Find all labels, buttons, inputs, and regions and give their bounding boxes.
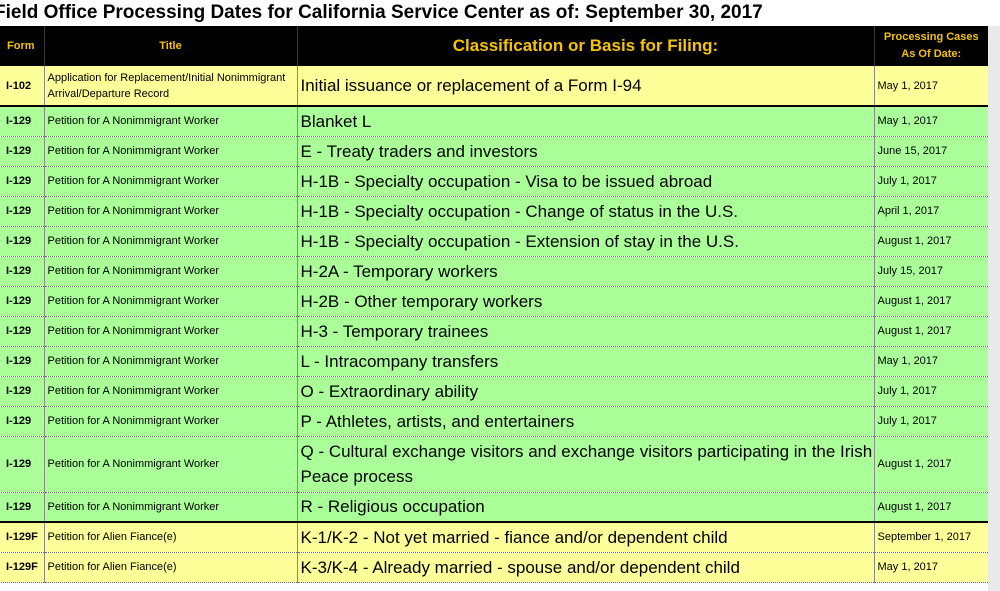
cell-date: August 1, 2017	[873, 492, 988, 523]
table-row: I-129 Petition for A Nonimmigrant Worker O…	[0, 376, 988, 407]
cell-classification: K-3/K-4 - Already married - spouse and/o…	[296, 552, 874, 583]
table-row: I-129 Petition for A Nonimmigrant Worker H…	[0, 226, 988, 257]
cell-date: July 1, 2017	[873, 376, 988, 407]
cell-date: July 15, 2017	[873, 256, 988, 287]
cell-title: Petition for A Nonimmigrant Worker	[43, 316, 297, 347]
cell-classification: E - Treaty traders and investors	[296, 136, 874, 167]
cell-classification: Blanket L	[296, 105, 874, 137]
table-row: I-129 Petition for A Nonimmigrant Worker P…	[0, 406, 988, 437]
table-row: I-129 Petition for A Nonimmigrant Worker H…	[0, 196, 988, 227]
header-form: Form	[0, 26, 44, 66]
header-classification: Classification or Basis for Filing:	[296, 26, 874, 66]
cell-date: May 1, 2017	[873, 105, 988, 137]
cell-form: I-129	[0, 286, 44, 317]
table-row: I-129 Petition for A Nonimmigrant Worker H…	[0, 256, 988, 287]
cell-classification: H-1B - Specialty occupation - Visa to be…	[296, 166, 874, 197]
table-row: I-129 Petition for A Nonimmigrant Worker H…	[0, 166, 988, 197]
cell-classification: Initial issuance or replacement of a For…	[296, 66, 874, 107]
cell-date: May 1, 2017	[873, 346, 988, 377]
cell-classification: K-1/K-2 - Not yet married - fiance and/o…	[296, 521, 874, 553]
cell-date: August 1, 2017	[873, 436, 988, 493]
cell-title: Petition for A Nonimmigrant Worker	[43, 436, 297, 493]
cell-form: I-129	[0, 226, 44, 257]
cell-form: I-129	[0, 166, 44, 197]
table-row: I-129 Petition for A Nonimmigrant Worker E…	[0, 136, 988, 167]
cell-date: May 1, 2017	[873, 66, 988, 107]
table-row: I-129 Petition for A Nonimmigrant Worker B…	[0, 105, 988, 137]
table-header-row: Form Title Classification or Basis for F…	[0, 26, 988, 66]
cell-classification: P - Athletes, artists, and entertainers	[296, 406, 874, 437]
cell-title: Petition for A Nonimmigrant Worker	[43, 196, 297, 227]
table-body: I-102 Application for Replacement/Initial…	[0, 66, 988, 583]
header-title: Title	[43, 26, 297, 66]
cell-form: I-129	[0, 105, 44, 137]
cell-date: May 1, 2017	[873, 552, 988, 583]
header-processing-date: Processing Cases As Of Date:	[873, 26, 988, 66]
cell-date: August 1, 2017	[873, 226, 988, 257]
cell-form: I-129	[0, 256, 44, 287]
cell-date: July 1, 2017	[873, 166, 988, 197]
cell-form: I-129	[0, 136, 44, 167]
cell-classification: H-1B - Specialty occupation - Change of …	[296, 196, 874, 227]
table-row: I-129 Petition for A Nonimmigrant Worker Q…	[0, 436, 988, 493]
cell-title: Petition for A Nonimmigrant Worker	[43, 406, 297, 437]
cell-title: Petition for A Nonimmigrant Worker	[43, 166, 297, 197]
cell-date: June 15, 2017	[873, 136, 988, 167]
cell-form: I-129	[0, 492, 44, 523]
cell-title: Petition for Alien Fiance(e)	[43, 552, 297, 583]
page-title: Field Office Processing Dates for Califo…	[0, 2, 763, 23]
table-row: I-129F Petition for Alien Fiance(e) K-1/K-…	[0, 521, 988, 553]
cell-form: I-129	[0, 436, 44, 493]
cell-date: April 1, 2017	[873, 196, 988, 227]
cell-classification: H-2B - Other temporary workers	[296, 286, 874, 317]
table-row: I-129 Petition for A Nonimmigrant Worker H…	[0, 316, 988, 347]
table-row: I-129 Petition for A Nonimmigrant Worker H…	[0, 286, 988, 317]
cell-form: I-102	[0, 66, 44, 107]
cell-form: I-129	[0, 406, 44, 437]
cell-classification: L - Intracompany transfers	[296, 346, 874, 377]
cell-form: I-129	[0, 316, 44, 347]
cell-title: Petition for A Nonimmigrant Worker	[43, 376, 297, 407]
cell-date: July 1, 2017	[873, 406, 988, 437]
processing-dates-table: Form Title Classification or Basis for F…	[0, 26, 988, 583]
table-row: I-129 Petition for A Nonimmigrant Worker L…	[0, 346, 988, 377]
cell-classification: H-1B - Specialty occupation - Extension …	[296, 226, 874, 257]
cell-title: Petition for A Nonimmigrant Worker	[43, 286, 297, 317]
cell-title: Petition for A Nonimmigrant Worker	[43, 226, 297, 257]
table-row: I-102 Application for Replacement/Initial…	[0, 66, 988, 107]
cell-title: Petition for A Nonimmigrant Worker	[43, 256, 297, 287]
cell-date: August 1, 2017	[873, 316, 988, 347]
cell-form: I-129	[0, 346, 44, 377]
header-date-line2: As Of Date:	[901, 48, 962, 60]
table-row: I-129F Petition for Alien Fiance(e) K-3/K-…	[0, 552, 988, 583]
cell-classification: H-2A - Temporary workers	[296, 256, 874, 287]
cell-classification: O - Extraordinary ability	[296, 376, 874, 407]
cell-date: September 1, 2017	[873, 521, 988, 553]
cell-title: Petition for A Nonimmigrant Worker	[43, 492, 297, 523]
cell-form: I-129	[0, 376, 44, 407]
cell-form: I-129F	[0, 552, 44, 583]
cell-date: August 1, 2017	[873, 286, 988, 317]
cell-title: Application for Replacement/Initial Noni…	[43, 66, 297, 107]
cell-classification: R - Religious occupation	[296, 492, 874, 523]
cell-title: Petition for A Nonimmigrant Worker	[43, 136, 297, 167]
cell-title: Petition for A Nonimmigrant Worker	[43, 105, 297, 137]
cell-title: Petition for Alien Fiance(e)	[43, 521, 297, 553]
table-row: I-129 Petition for A Nonimmigrant Worker R…	[0, 492, 988, 523]
header-date-line1: Processing Cases	[883, 31, 979, 43]
cell-form: I-129F	[0, 521, 44, 553]
cell-classification: Q - Cultural exchange visitors and excha…	[296, 436, 874, 493]
cell-form: I-129	[0, 196, 44, 227]
page-edge	[988, 26, 1000, 591]
cell-classification: H-3 - Temporary trainees	[296, 316, 874, 347]
cell-title: Petition for A Nonimmigrant Worker	[43, 346, 297, 377]
